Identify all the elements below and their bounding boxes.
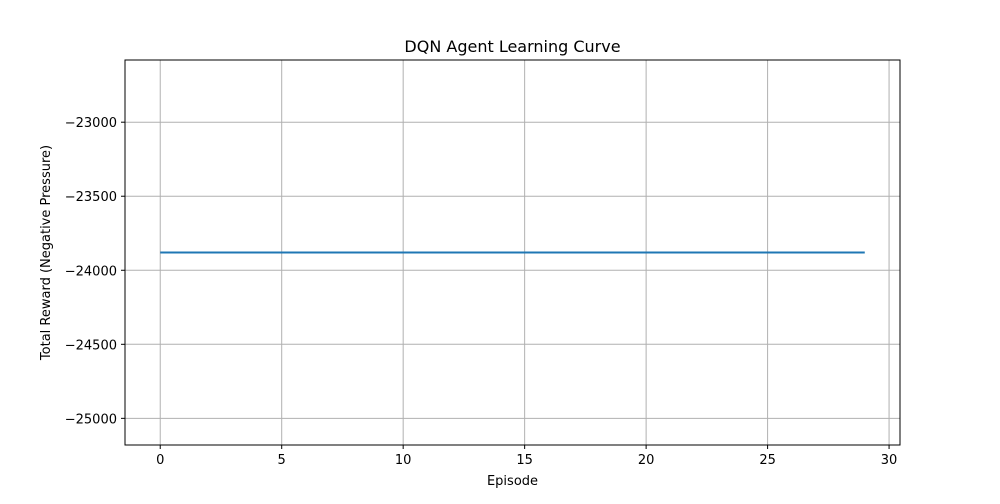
- data-point: [281, 252, 283, 254]
- data-point: [742, 252, 744, 254]
- x-tick-label: 5: [278, 453, 286, 468]
- data-point: [815, 252, 817, 254]
- x-tick-label: 25: [759, 453, 776, 468]
- data-point: [694, 252, 696, 254]
- data-point: [572, 252, 574, 254]
- data-point: [257, 252, 259, 254]
- x-tick-label: 30: [881, 453, 898, 468]
- y-axis-label: Total Reward (Negative Pressure): [39, 145, 54, 361]
- data-point: [378, 252, 380, 254]
- data-point: [791, 252, 793, 254]
- data-point: [597, 252, 599, 254]
- data-point: [354, 252, 356, 254]
- y-tick-label: −25000: [65, 412, 117, 427]
- data-point: [840, 252, 842, 254]
- data-point: [451, 252, 453, 254]
- data-point: [159, 252, 161, 254]
- y-tick-label: −23000: [65, 116, 117, 131]
- data-point: [500, 252, 502, 254]
- data-point: [427, 252, 429, 254]
- x-tick-label: 20: [638, 453, 655, 468]
- data-point: [475, 252, 477, 254]
- data-point: [645, 252, 647, 254]
- data-point: [670, 252, 672, 254]
- data-point: [524, 252, 526, 254]
- data-point: [767, 252, 769, 254]
- data-point: [232, 252, 234, 254]
- data-point: [548, 252, 550, 254]
- series-layer: [159, 252, 865, 254]
- x-tick-label: 0: [156, 453, 164, 468]
- data-point: [718, 252, 720, 254]
- y-tick-label: −24000: [65, 264, 117, 279]
- data-point: [184, 252, 186, 254]
- x-tick-label: 15: [516, 453, 533, 468]
- data-point: [329, 252, 331, 254]
- x-axis-label: Episode: [487, 474, 538, 489]
- data-point: [208, 252, 210, 254]
- y-tick-label: −23500: [65, 190, 117, 205]
- data-point: [402, 252, 404, 254]
- chart-title: DQN Agent Learning Curve: [404, 37, 620, 56]
- y-tick-label: −24500: [65, 338, 117, 353]
- data-point: [864, 252, 866, 254]
- data-point: [621, 252, 623, 254]
- data-point: [305, 252, 307, 254]
- x-tick-label: 10: [395, 453, 412, 468]
